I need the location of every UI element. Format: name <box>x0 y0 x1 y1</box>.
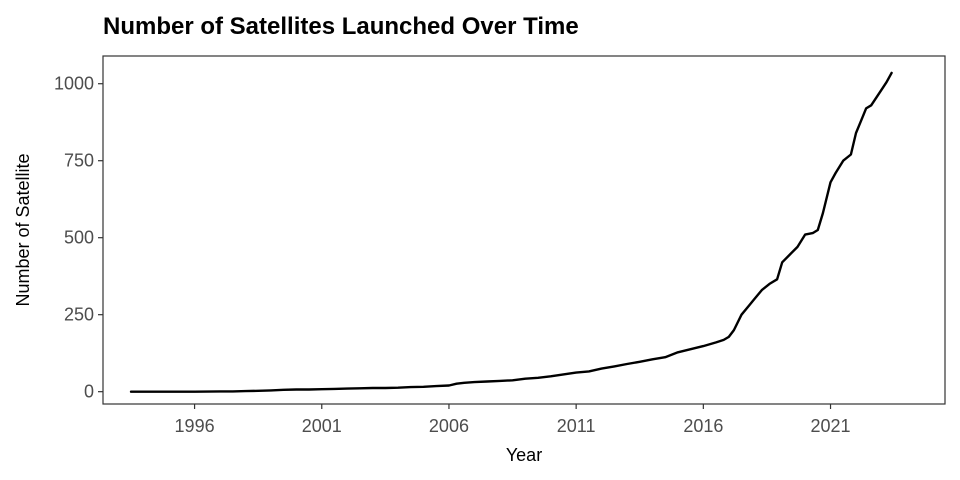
x-tick-label: 2021 <box>811 416 851 436</box>
x-tick-label: 2001 <box>302 416 342 436</box>
y-tick-label: 500 <box>64 228 94 248</box>
chart-title: Number of Satellites Launched Over Time <box>103 13 579 40</box>
y-axis-title: Number of Satellite <box>13 153 33 306</box>
y-tick-label: 750 <box>64 151 94 171</box>
x-tick-label: 2011 <box>557 416 596 436</box>
x-tick-label: 1996 <box>175 416 215 436</box>
axis-ticks: 1996 2001 2006 2011 2016 2021 0 250 500 750 1000 <box>54 74 851 436</box>
y-tick-label: 0 <box>84 382 94 402</box>
x-axis-title: Year <box>506 445 542 465</box>
y-tick-label: 1000 <box>54 74 94 94</box>
x-tick-label: 2006 <box>429 416 469 436</box>
x-tick-label: 2016 <box>683 416 723 436</box>
y-tick-label: 250 <box>64 305 94 325</box>
satellite-count-line <box>129 71 893 393</box>
plot-panel <box>102 55 946 405</box>
